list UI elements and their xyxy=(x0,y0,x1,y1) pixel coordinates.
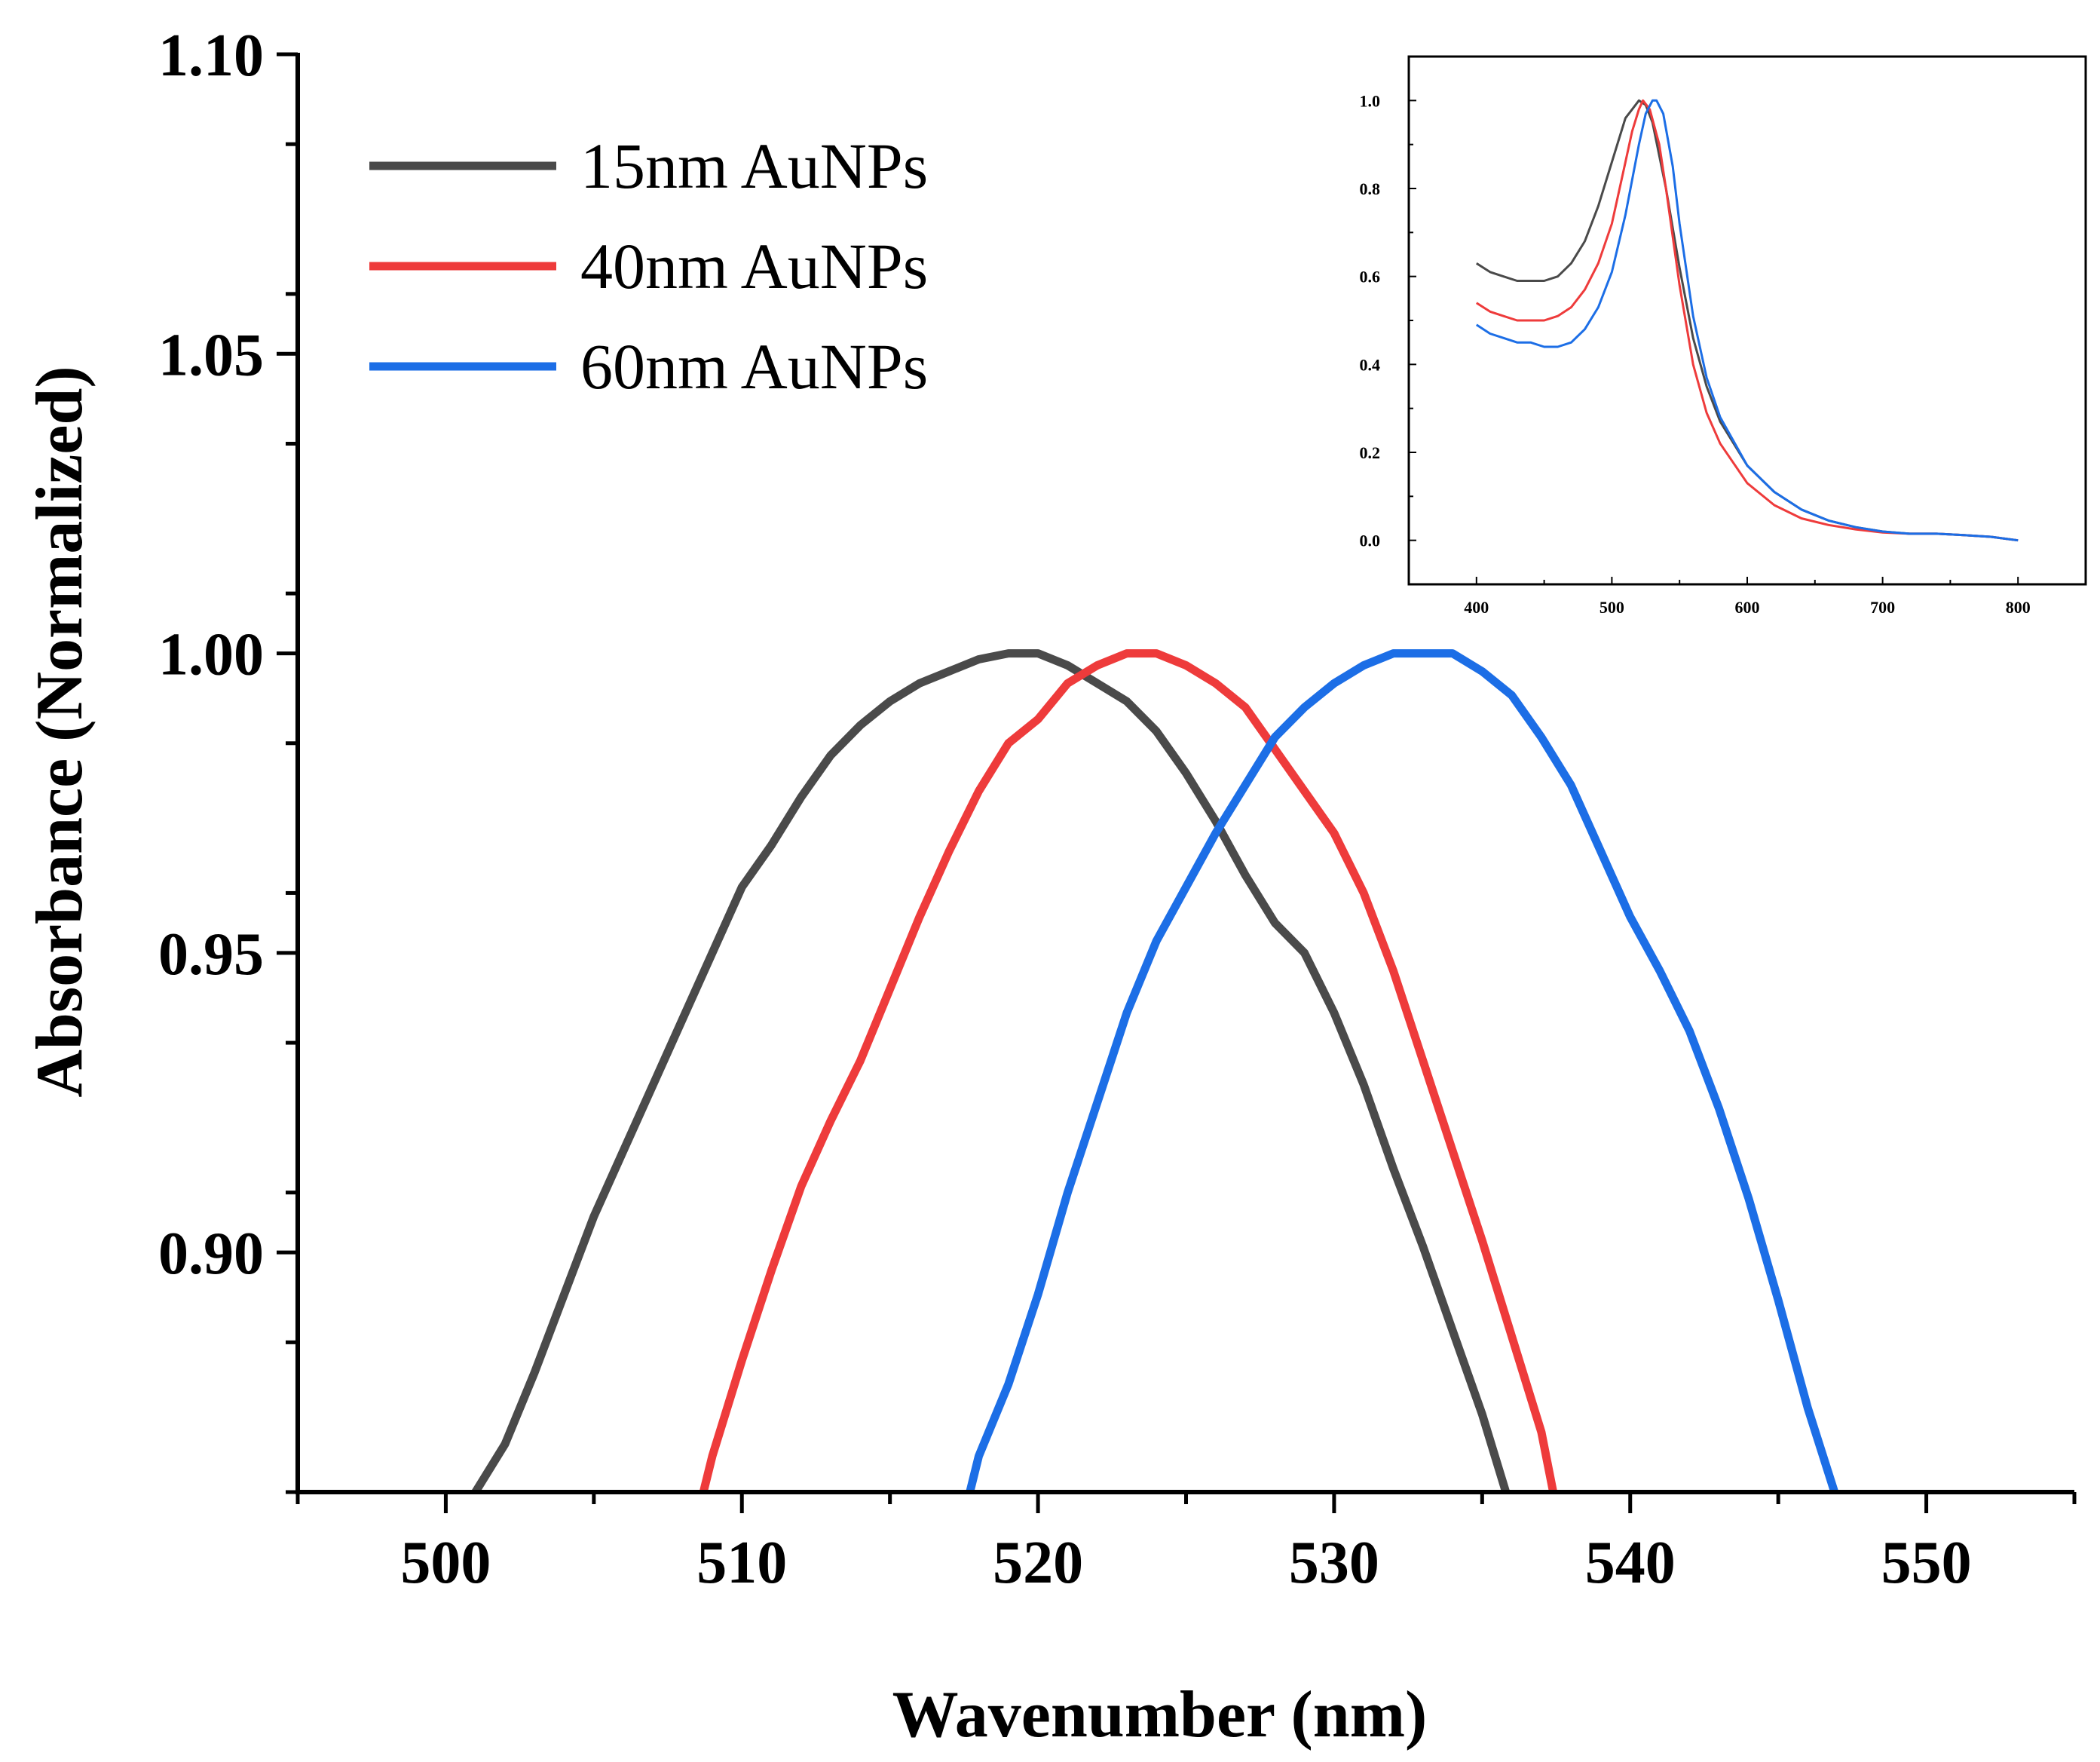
inset-series-line-40nm-aunps xyxy=(1475,99,2019,542)
x-tick-label: 500 xyxy=(400,1530,491,1596)
inset-background xyxy=(1409,57,2086,584)
inset-y-tick-label: 0.8 xyxy=(1360,179,1381,198)
legend: 15nm AuNPs 40nm AuNPs 60nm AuNPs xyxy=(369,130,928,403)
y-axis-title: Absorbance (Normalized) xyxy=(23,366,96,1097)
y-tick-label: 0.95 xyxy=(158,921,264,988)
x-tick-label: 540 xyxy=(1585,1530,1676,1596)
series-line-15nm-aunps xyxy=(472,649,1511,1492)
x-tick-label: 510 xyxy=(696,1530,787,1596)
legend-label: 60nm AuNPs xyxy=(580,330,928,403)
inset-series-line-60nm-aunps xyxy=(1475,99,2019,542)
inset-chart: 400 500 600 700 800 0.0 0.2 0.4 0.6 0.8 1.0 xyxy=(1360,55,2087,617)
y-tick-label: 1.10 xyxy=(158,23,264,89)
inset-x-tick-label: 600 xyxy=(1735,598,1760,617)
legend-item-40nm-aunps: 40nm AuNPs xyxy=(369,230,928,302)
y-tick-label: 0.90 xyxy=(158,1221,264,1287)
x-tick-label: 520 xyxy=(993,1530,1083,1596)
inset-y-tick-label: 0.0 xyxy=(1360,532,1381,550)
series-line-40nm-aunps xyxy=(699,649,1557,1492)
inset-y-tick-label: 0.2 xyxy=(1360,443,1381,462)
x-tick-label: 530 xyxy=(1289,1530,1379,1596)
inset-y-tick-label: 0.6 xyxy=(1360,268,1381,287)
y-tick-label: 1.05 xyxy=(158,322,264,388)
legend-item-60nm-aunps: 60nm AuNPs xyxy=(369,330,928,403)
y-tick-label: 1.00 xyxy=(158,622,264,688)
x-axis-title: Wavenumber (nm) xyxy=(892,1678,1428,1751)
x-tick-label: 550 xyxy=(1881,1530,1972,1596)
inset-x-tick-label: 800 xyxy=(2006,598,2031,617)
inset-x-tick-label: 400 xyxy=(1464,598,1489,617)
legend-label: 40nm AuNPs xyxy=(580,230,928,302)
legend-item-15nm-aunps: 15nm AuNPs xyxy=(369,130,928,202)
inset-x-tick-label: 500 xyxy=(1599,598,1624,617)
series-line-60nm-aunps xyxy=(966,649,1839,1492)
inset-y-tick-label: 0.4 xyxy=(1360,355,1381,374)
inset-y-tick-label: 1.0 xyxy=(1360,91,1381,110)
main-chart: 500 510 520 530 540 550 0.90 0.95 1.00 1.05 1.10 Wa… xyxy=(23,23,2077,1751)
inset-x-tick-label: 700 xyxy=(1870,598,1895,617)
legend-label: 15nm AuNPs xyxy=(580,130,928,202)
